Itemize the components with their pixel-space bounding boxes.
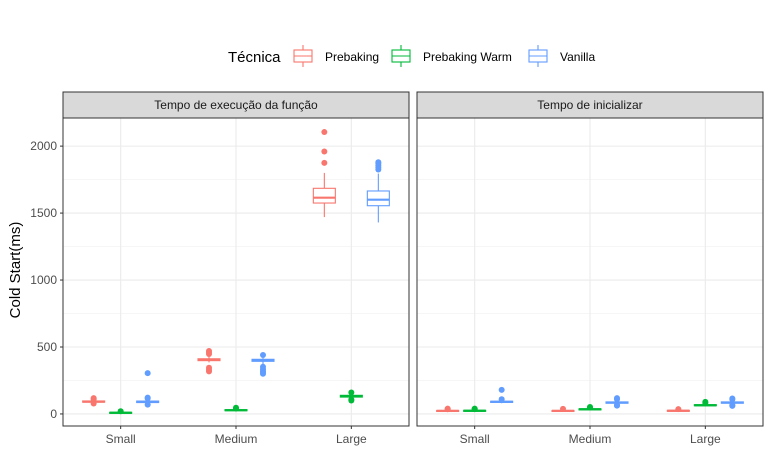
- panel-strip: [62, 91, 410, 119]
- outlier-point: [675, 406, 682, 413]
- outlier-point: [321, 129, 328, 136]
- outlier-point: [144, 394, 151, 401]
- outlier-point: [321, 148, 328, 155]
- legend-label: Prebaking Warm: [423, 50, 512, 64]
- outlier-point: [560, 405, 566, 412]
- outlier-point: [702, 398, 709, 405]
- box-prebaking: [82, 395, 106, 407]
- x-tick-label: Large: [336, 432, 367, 446]
- outlier-point: [260, 352, 266, 359]
- box-vanilla: [251, 352, 275, 377]
- x-tick-label: Small: [460, 432, 490, 446]
- y-tick-label: 1500: [30, 206, 57, 220]
- box-vanilla: [490, 386, 514, 404]
- y-tick-label: 1000: [30, 273, 57, 287]
- outlier-point: [729, 395, 736, 402]
- outlier-point: [498, 386, 505, 393]
- outlier-point: [260, 370, 266, 377]
- panel-border: [416, 117, 764, 427]
- y-tick-label: 500: [37, 340, 57, 354]
- x-tick-label: Medium: [569, 432, 612, 446]
- box-vanilla: [366, 159, 390, 223]
- box-prebaking-warm: [339, 389, 363, 404]
- legend-title: Técnica: [228, 49, 281, 66]
- legend-label: Prebaking: [325, 50, 379, 64]
- box-prebaking-warm: [463, 405, 487, 413]
- box-prebaking-warm: [578, 403, 602, 411]
- box-body: [312, 187, 336, 204]
- outlier-point: [348, 389, 355, 396]
- outlier-point: [498, 396, 505, 403]
- x-tick-label: Large: [690, 432, 721, 446]
- box-vanilla: [136, 370, 160, 408]
- box-prebaking-warm: [224, 404, 248, 412]
- outlier-point: [375, 159, 382, 166]
- box-prebaking: [197, 348, 221, 375]
- panel: Tempo de execução da função Small Medium La…: [62, 91, 410, 446]
- panel: Tempo de inicializar Small Medium Large: [416, 91, 764, 446]
- outlier-point: [614, 395, 620, 402]
- panel-strip: [416, 91, 764, 119]
- box-prebaking: [436, 405, 460, 413]
- legend-label: Vanilla: [560, 50, 595, 64]
- outlier-point: [729, 402, 736, 409]
- box-prebaking: [312, 129, 336, 218]
- outlier-point: [587, 403, 593, 410]
- outlier-point: [90, 400, 97, 407]
- outlier-point: [117, 408, 124, 415]
- x-tick-label: Small: [106, 432, 136, 446]
- outlier-point: [206, 348, 212, 355]
- outlier-point: [614, 402, 620, 409]
- panel-border: [62, 117, 410, 427]
- legend: Técnica Prebaking Prebaking Warm Vanilla: [228, 45, 595, 67]
- outlier-point: [471, 405, 478, 412]
- outlier-point: [444, 405, 451, 412]
- box-body: [366, 190, 390, 207]
- box-prebaking-warm: [693, 398, 717, 407]
- legend-entry: Prebaking Warm: [391, 45, 512, 67]
- box-prebaking: [666, 406, 690, 413]
- legend-entry: Prebaking: [293, 45, 379, 67]
- outlier-point: [90, 395, 97, 402]
- outlier-point: [260, 363, 266, 370]
- box-prebaking-warm: [109, 408, 133, 415]
- legend-entry: Vanilla: [528, 45, 595, 67]
- outlier-point: [144, 401, 151, 408]
- outlier-point: [348, 396, 355, 403]
- panel-title: Tempo de execução da função: [154, 98, 318, 112]
- box-prebaking: [551, 405, 575, 413]
- x-tick-label: Medium: [215, 432, 258, 446]
- outlier-point: [206, 364, 212, 371]
- outlier-point: [144, 370, 151, 377]
- y-axis-title: Cold Start(ms): [7, 222, 24, 319]
- outlier-point: [321, 159, 328, 166]
- panels: Tempo de execução da função Small Medium La…: [62, 91, 764, 446]
- y-tick-label: 2000: [30, 139, 57, 153]
- y-tick-label: 0: [50, 407, 57, 421]
- box-vanilla: [720, 395, 744, 409]
- outlier-point: [233, 404, 239, 411]
- box-vanilla: [605, 395, 629, 409]
- panel-title: Tempo de inicializar: [537, 98, 642, 112]
